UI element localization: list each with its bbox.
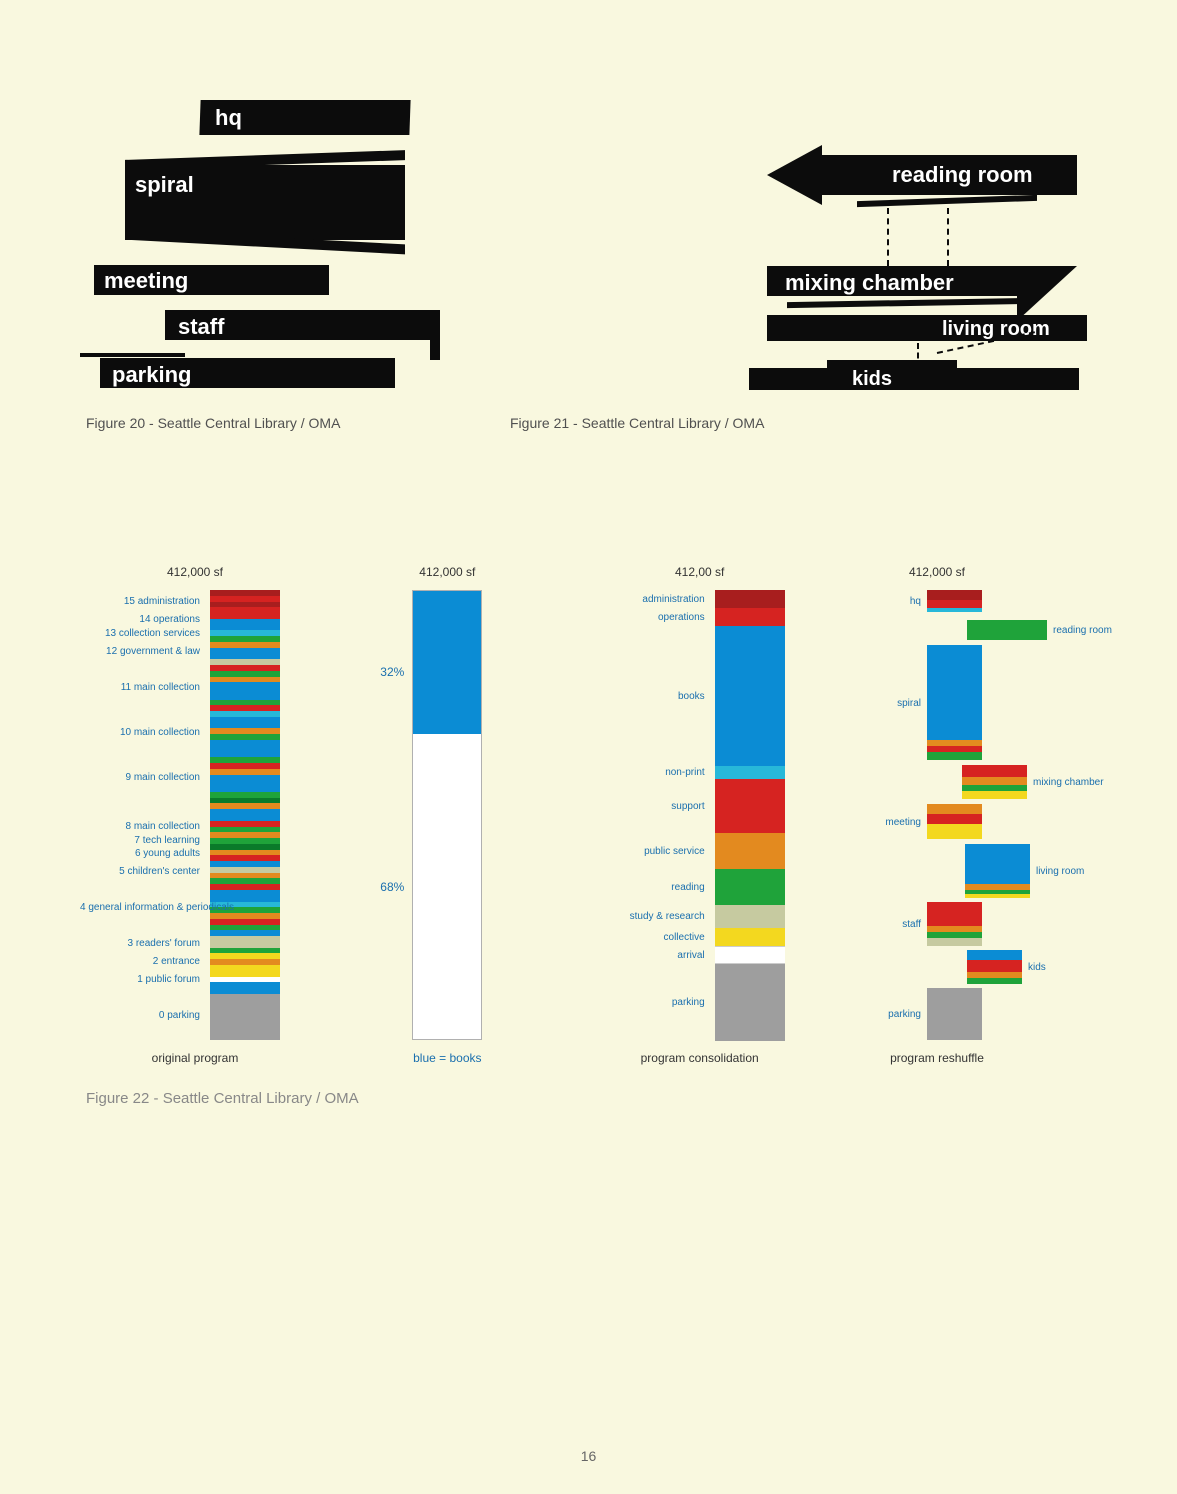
diagram-fig20: hq spiral meeting staff parking: [80, 100, 520, 400]
col1-label: 0 parking: [80, 1010, 200, 1021]
col1-label: 6 young adults: [80, 848, 200, 859]
col1-label: 11 main collection: [80, 682, 200, 693]
figure-22-charts: 412,000 sf 15 administration 14 operation…: [80, 565, 1097, 1085]
col1-label: 5 children's center: [80, 866, 200, 877]
col3-label: arrival: [585, 950, 705, 961]
col4-label: parking: [837, 1009, 921, 1020]
caption-fig21: Figure 21 - Seattle Central Library / OM…: [510, 415, 764, 431]
col3-label: administration: [585, 594, 705, 605]
label-spiral: spiral: [135, 172, 194, 198]
col1-label: 3 readers' forum: [80, 938, 200, 949]
pct-top: 32%: [332, 665, 404, 679]
col3-label: books: [585, 691, 705, 702]
col4-label: spiral: [837, 698, 921, 709]
label-reading: reading room: [892, 162, 1033, 188]
col1-label: 14 operations: [80, 614, 200, 625]
chart-blue-books: 412,000 sf 32% 68% blue = books: [332, 565, 562, 1065]
area-label: 412,000 sf: [837, 565, 1037, 579]
label-staff: staff: [178, 314, 224, 340]
caption-fig22: Figure 22 - Seattle Central Library / OM…: [86, 1090, 359, 1107]
col4-label: meeting: [837, 817, 921, 828]
col3-label: operations: [585, 612, 705, 623]
col3-label: non-print: [585, 767, 705, 778]
col1-label: 12 government & law: [80, 646, 200, 657]
diagram-fig21: reading room mixing chamber living room …: [697, 100, 1097, 400]
col1-label: 7 tech learning: [80, 835, 200, 846]
col3-label: reading: [585, 882, 705, 893]
col1-label: 15 administration: [80, 596, 200, 607]
col1-label: 10 main collection: [80, 727, 200, 738]
caption-col4: program reshuffle: [837, 1051, 1037, 1065]
col1-label: 13 collection services: [80, 628, 200, 639]
label-living: living room: [942, 318, 1050, 341]
chart-reshuffle: 412,000 sf hqreading roomspiralmixing ch…: [837, 565, 1097, 1065]
col3-label: collective: [585, 932, 705, 943]
col4-label: mixing chamber: [1033, 777, 1104, 788]
col1-label: 2 entrance: [80, 956, 200, 967]
col3-label: public service: [585, 846, 705, 857]
caption-col2: blue = books: [332, 1051, 562, 1065]
col1-label: 1 public forum: [80, 974, 200, 985]
col3-label: parking: [585, 997, 705, 1008]
chart-original-program: 412,000 sf 15 administration 14 operation…: [80, 565, 310, 1065]
area-label: 412,000 sf: [332, 565, 562, 579]
col4-label: hq: [837, 596, 921, 607]
area-label: 412,00 sf: [585, 565, 815, 579]
chart-consolidation: 412,00 sf administration operations books n…: [585, 565, 815, 1065]
label-meeting: meeting: [104, 268, 188, 294]
col4-label: living room: [1036, 866, 1084, 877]
label-mixing: mixing chamber: [785, 270, 954, 296]
label-parking: parking: [112, 362, 191, 388]
col4-label: reading room: [1053, 625, 1112, 636]
col4-label: kids: [1028, 962, 1046, 973]
area-label: 412,000 sf: [80, 565, 310, 579]
caption-col3: program consolidation: [585, 1051, 815, 1065]
page-number: 16: [0, 1448, 1177, 1464]
col3-label: study & research: [585, 911, 705, 922]
caption-fig20: Figure 20 - Seattle Central Library / OM…: [86, 415, 340, 431]
label-hq: hq: [215, 105, 242, 131]
label-kids: kids: [852, 368, 892, 391]
col3-label: support: [585, 801, 705, 812]
col4-label: staff: [837, 919, 921, 930]
caption-col1: original program: [80, 1051, 310, 1065]
pct-bottom: 68%: [332, 880, 404, 894]
col1-label: 8 main collection: [80, 821, 200, 832]
col1-label: 9 main collection: [80, 772, 200, 783]
col1-label: 4 general information & periodicals: [80, 902, 200, 913]
